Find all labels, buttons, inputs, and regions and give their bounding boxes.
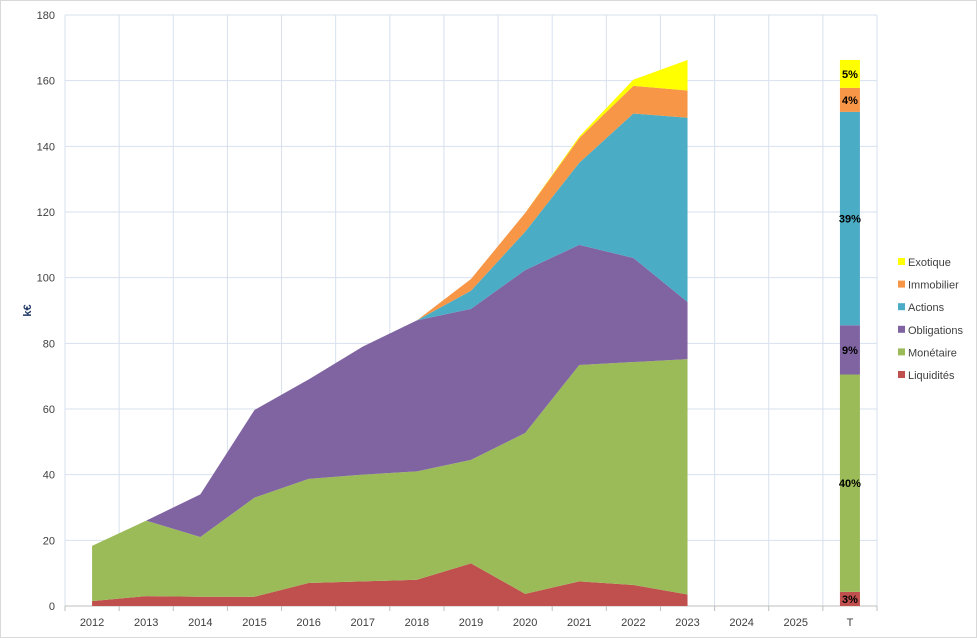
total-bar-label: 5%: [842, 69, 858, 81]
legend-swatch: [898, 325, 905, 333]
area-actions: [92, 113, 688, 546]
legend-item: Exotique: [908, 257, 951, 269]
x-tick-label: 2025: [784, 617, 808, 629]
y-tick-label: 0: [49, 601, 55, 613]
x-tick-label: 2019: [459, 617, 483, 629]
y-tick-label: 140: [37, 141, 55, 153]
legend-swatch: [898, 371, 905, 378]
x-tick-label: 2020: [513, 617, 537, 629]
total-bar-label: 9%: [842, 345, 858, 357]
x-tick-label: 2012: [80, 617, 104, 629]
total-bar-segment-obligations: [839, 325, 860, 375]
x-tick-label: T: [847, 617, 854, 629]
legend-item: Monétaire: [908, 347, 957, 359]
legend-swatch: [898, 348, 905, 356]
y-tick-label: 100: [37, 273, 55, 285]
legend-swatch: [898, 303, 905, 311]
area-obligations: [92, 244, 688, 546]
y-tick-label: 80: [43, 338, 55, 350]
legend-item: Actions: [908, 302, 945, 314]
total-bar-label: 40%: [839, 478, 861, 490]
x-tick-label: 2014: [188, 617, 212, 629]
area-monétaire: [92, 359, 688, 602]
x-tick-label: 2021: [567, 617, 591, 629]
legend-item: Obligations: [908, 325, 964, 337]
x-tick-label: 2024: [729, 617, 753, 629]
x-tick-label: 2017: [350, 617, 374, 629]
y-tick-label: 180: [37, 10, 55, 22]
total-bar-segment-liquidités: [839, 591, 860, 606]
total-bar-label: 3%: [842, 594, 858, 606]
x-tick-label: 2013: [134, 617, 158, 629]
x-tick-label: 2023: [675, 617, 699, 629]
y-tick-label: 20: [43, 535, 55, 547]
area-liquidités: [92, 563, 688, 606]
x-tick-label: 2018: [405, 617, 429, 629]
total-bar-segment-exotique: [839, 59, 860, 88]
legend-item: Liquidités: [908, 370, 955, 382]
y-tick-label: 60: [43, 404, 55, 416]
legend-swatch: [898, 258, 905, 265]
legend-swatch: [898, 280, 905, 288]
x-tick-label: 2016: [296, 617, 320, 629]
y-axis-label: k€: [22, 304, 34, 316]
y-tick-label: 160: [37, 76, 55, 88]
total-bar-label: 4%: [842, 95, 858, 107]
total-bar-segment-immobilier: [839, 87, 860, 112]
x-tick-label: 2022: [621, 617, 645, 629]
total-bar-segment-actions: [839, 111, 860, 326]
total-bar-label: 39%: [839, 214, 861, 226]
y-tick-label: 120: [37, 207, 55, 219]
area-immobilier: [92, 85, 688, 546]
y-tick-label: 40: [43, 470, 55, 482]
total-bar-segment-monétaire: [839, 374, 860, 592]
x-tick-label: 2015: [242, 617, 266, 629]
legend-item: Immobilier: [908, 280, 959, 292]
